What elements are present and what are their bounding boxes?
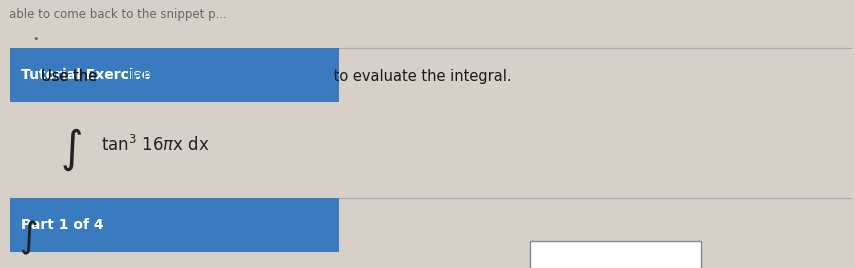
Text: Table of Integrals: Table of Integrals: [127, 69, 252, 84]
Text: •: •: [32, 34, 39, 43]
Text: Use the: Use the: [41, 69, 102, 84]
Text: Tutorial Exercise: Tutorial Exercise: [21, 68, 150, 82]
Text: Part 1 of 4: Part 1 of 4: [21, 218, 103, 232]
Text: Use the: Use the: [41, 69, 102, 84]
Text: $\int$: $\int$: [19, 219, 38, 257]
Text: tan$^3$ 16$\pi$x dx: tan$^3$ 16$\pi$x dx: [101, 135, 209, 155]
Text: able to come back to the snippet p...: able to come back to the snippet p...: [9, 8, 227, 21]
Text: Use the Table of Integrals: Use the Table of Integrals: [41, 69, 227, 84]
FancyBboxPatch shape: [10, 198, 339, 252]
Text: to evaluate the integral.: to evaluate the integral.: [329, 69, 512, 84]
FancyBboxPatch shape: [530, 241, 701, 268]
FancyBboxPatch shape: [10, 48, 339, 102]
Text: $\int$: $\int$: [60, 127, 82, 173]
